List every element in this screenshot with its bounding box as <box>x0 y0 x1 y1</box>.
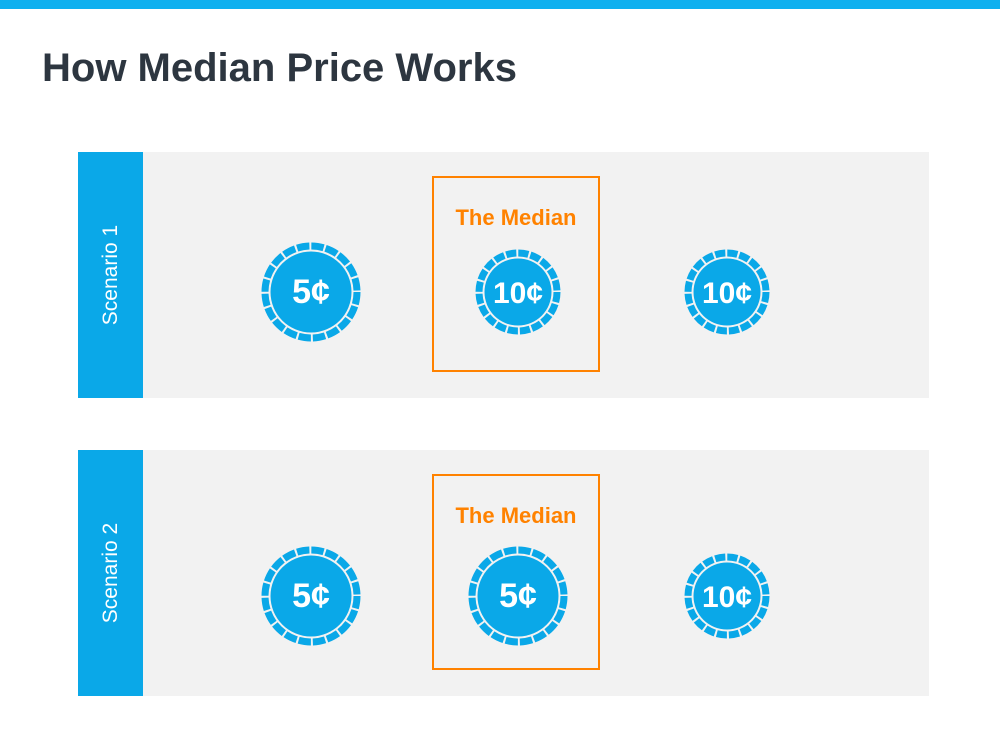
coin-face <box>484 258 552 326</box>
coin-dime: 10¢ <box>684 249 770 335</box>
coin-dime: 10¢ <box>684 553 770 639</box>
coin-face <box>270 251 352 333</box>
top-accent-bar <box>0 0 1000 9</box>
coin-ridged-edge <box>261 546 361 646</box>
coin-face <box>693 562 761 630</box>
median-box: The Median <box>432 176 600 372</box>
coin-value: 10¢ <box>702 277 752 310</box>
coin-ridged-edge <box>261 242 361 342</box>
median-label: The Median <box>455 205 577 230</box>
scenario-1-panel: Scenario 1 The Median <box>78 152 929 398</box>
coin-ridged-edge <box>475 249 561 335</box>
scenario-label-strip: Scenario 2 <box>78 450 143 696</box>
median-label: The Median <box>455 503 577 528</box>
coin-value: 10¢ <box>493 277 543 310</box>
coin-nickel: 5¢ <box>261 546 361 646</box>
coin-value: 5¢ <box>292 577 330 615</box>
coin-ridged-edge <box>468 546 568 646</box>
coin-face <box>693 258 761 326</box>
median-box: The Median <box>432 474 600 670</box>
coin-nickel: 5¢ <box>261 242 361 342</box>
page-title: How Median Price Works <box>42 46 517 90</box>
coin-value: 10¢ <box>702 581 752 614</box>
coin-face <box>477 555 559 637</box>
scenario-label: Scenario 1 <box>98 224 122 326</box>
coin-nickel: 5¢ <box>468 546 568 646</box>
coin-value: 5¢ <box>292 273 330 311</box>
coin-dime: 10¢ <box>475 249 561 335</box>
scenario-label: Scenario 2 <box>98 522 122 624</box>
coin-ridged-edge <box>684 249 770 335</box>
coin-face <box>270 555 352 637</box>
coin-ridged-edge <box>684 553 770 639</box>
coin-value: 5¢ <box>499 577 537 615</box>
scenario-label-strip: Scenario 1 <box>78 152 143 398</box>
